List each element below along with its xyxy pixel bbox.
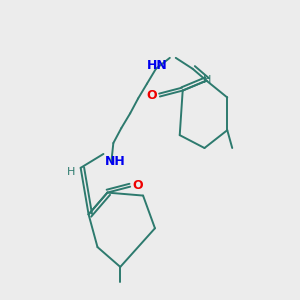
Text: O: O	[146, 89, 157, 102]
Text: H: H	[67, 167, 75, 177]
Text: H: H	[202, 75, 211, 85]
Text: O: O	[132, 179, 143, 192]
Text: HN: HN	[147, 59, 168, 72]
Text: NH: NH	[104, 155, 125, 168]
